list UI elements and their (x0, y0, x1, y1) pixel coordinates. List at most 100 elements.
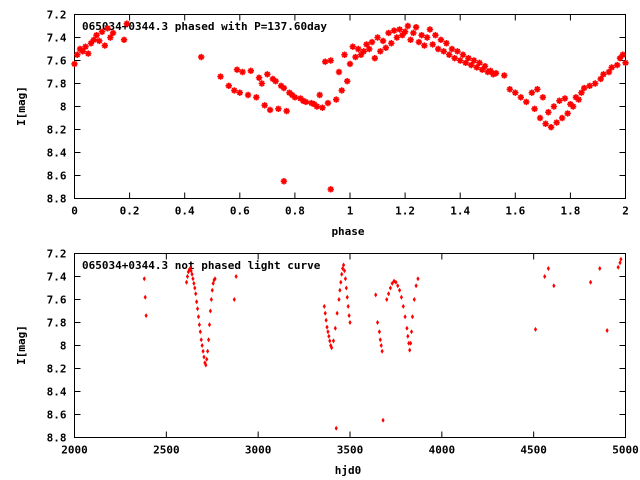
y-axis-label: I[mag] (15, 325, 28, 365)
data-point (385, 29, 392, 37)
data-point (272, 77, 279, 85)
data-point (335, 68, 343, 76)
data-point (429, 41, 436, 48)
data-point (600, 71, 607, 78)
data-point (363, 41, 370, 48)
data-point (397, 287, 402, 293)
data-point (479, 66, 486, 73)
data-point (198, 53, 205, 61)
data-point (185, 274, 190, 279)
data-point (564, 110, 571, 117)
y-tick-label: 8.2 (47, 363, 67, 376)
data-point (388, 40, 395, 47)
data-point (586, 82, 593, 90)
data-point (598, 265, 602, 271)
data-point (334, 425, 338, 431)
data-point (415, 38, 423, 46)
data-point (399, 294, 404, 300)
data-point (412, 23, 420, 31)
data-point (545, 109, 552, 116)
data-point (352, 53, 359, 61)
data-point (423, 34, 431, 41)
data-point (326, 329, 330, 335)
data-point (324, 317, 328, 323)
data-point (213, 276, 217, 282)
y-tick-label: 7.6 (47, 55, 67, 68)
data-point (236, 89, 243, 96)
x-tick-label: 5000 (612, 444, 639, 457)
data-point (85, 50, 92, 57)
data-point (556, 97, 563, 104)
data-point (406, 333, 410, 339)
data-point (325, 324, 329, 330)
data-point (323, 310, 327, 316)
data-point (399, 31, 406, 39)
chart-title: 065034+0344.3 not phased light curve (82, 259, 321, 272)
x-tick-label: 2500 (153, 444, 180, 457)
data-point (104, 25, 111, 32)
data-point (401, 28, 409, 35)
data-point (204, 362, 208, 368)
data-point (261, 102, 268, 109)
data-point (366, 45, 373, 53)
data-point (575, 96, 582, 103)
data-point (539, 94, 547, 101)
data-point (412, 297, 416, 302)
y-tick-label: 8.6 (47, 170, 67, 183)
data-point (258, 80, 266, 87)
data-point (547, 123, 555, 131)
y-tick-label: 8.2 (47, 124, 67, 137)
data-point (468, 61, 475, 69)
data-point (244, 91, 252, 99)
data-point (331, 338, 336, 344)
data-point (343, 276, 348, 282)
data-point (247, 67, 255, 75)
data-point (421, 42, 428, 49)
data-point (375, 320, 380, 325)
data-point (473, 64, 480, 71)
data-point (440, 48, 447, 55)
data-point (561, 95, 569, 102)
data-point (536, 114, 544, 122)
y-tick-labels: 7.2 7.4 7.6 7.8 8 8.2 8.4 8.6 8.8 (47, 248, 626, 445)
data-point (506, 86, 513, 93)
plot-frame (74, 253, 626, 438)
x-tick-label: 0.2 (120, 205, 140, 218)
data-point (202, 354, 206, 360)
data-point (357, 51, 365, 58)
data-point (454, 48, 461, 55)
data-point (614, 61, 621, 69)
data-point (591, 80, 599, 87)
data-point (335, 310, 339, 316)
data-point (414, 283, 418, 289)
data-point (322, 58, 329, 65)
x-tick-label: 0.8 (285, 205, 305, 218)
data-point (552, 283, 556, 289)
data-point (451, 55, 458, 62)
data-point (381, 417, 385, 423)
data-point (380, 348, 384, 354)
data-point (195, 306, 200, 312)
data-point (382, 44, 390, 52)
unphased-light-curve-chart: 2000 2500 3000 3500 4000 4500 5000 7.27.47.67.… (15, 248, 639, 478)
data-point (619, 256, 623, 262)
data-point (346, 60, 354, 68)
data-point (379, 37, 387, 45)
data-point (619, 51, 626, 58)
data-point (393, 34, 401, 41)
y-tick-label: 7.2 (47, 248, 67, 261)
data-point (407, 36, 414, 43)
x-tick-label: 4000 (429, 444, 456, 457)
data-point (589, 279, 593, 285)
data-point (462, 59, 469, 66)
data-points (142, 256, 623, 431)
data-point (616, 264, 620, 270)
data-point (193, 285, 197, 291)
data-point (266, 106, 274, 114)
data-point (426, 26, 434, 33)
data-point (253, 94, 260, 101)
data-point (96, 37, 103, 45)
data-point (616, 55, 624, 62)
data-point (371, 54, 378, 62)
data-point (283, 107, 290, 115)
